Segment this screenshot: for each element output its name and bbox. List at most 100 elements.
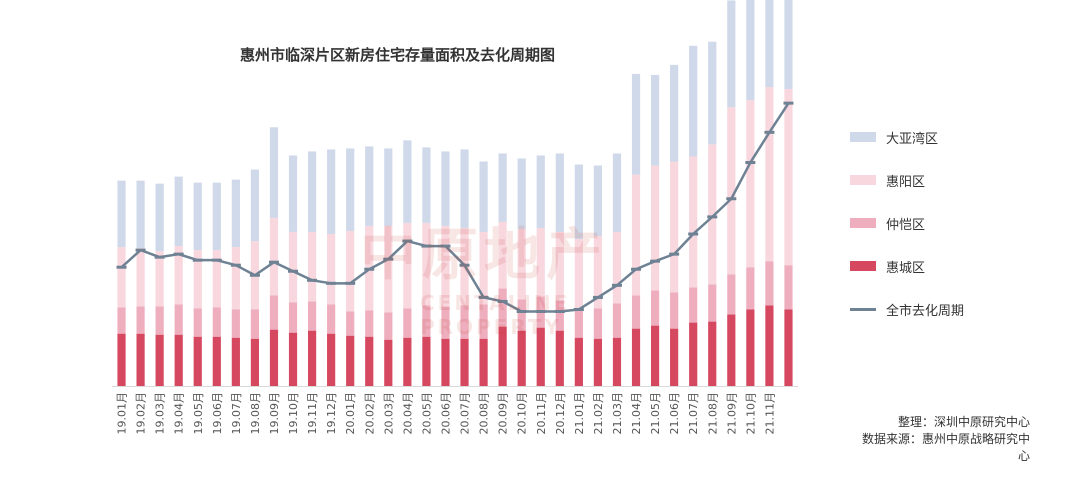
x-tick-label-14: 20.03月 [382, 392, 395, 435]
bar-huicheng-12 [346, 335, 355, 386]
bar-dayawan-1 [136, 180, 145, 249]
bar-huiyang-3 [174, 246, 183, 305]
bar-dayawan-22 [536, 155, 545, 228]
bar-huiyang-14 [384, 225, 393, 313]
x-tick-label-28: 21.05月 [649, 392, 662, 435]
bar-huiyang-12 [346, 230, 355, 312]
bar-dayawan-35 [784, 0, 793, 90]
bar-dayawan-8 [269, 127, 279, 218]
bar-huicheng-14 [384, 339, 393, 386]
x-tick-label-18: 20.07月 [459, 392, 472, 435]
bar-zhongkai-10 [307, 301, 317, 331]
bar-huicheng-19 [479, 338, 488, 386]
bar-huiyang-5 [212, 250, 221, 308]
x-tick-labels: 19.01月 19.02月 19.03月 19.04月 19.05月 19.06月 19.0… [116, 392, 777, 435]
bar-zhongkai-34 [765, 261, 774, 306]
bar-dayawan-12 [346, 148, 355, 231]
bar-dayawan-14 [384, 148, 393, 226]
bar-huicheng-24 [574, 337, 583, 386]
legend-label-cycle: 全市去化周期 [886, 303, 965, 319]
legend-label-zhongkai: 仲恺区 [886, 217, 926, 233]
bar-huiyang-35 [784, 89, 793, 266]
bar-huicheng-32 [727, 314, 736, 386]
x-tick-label-12: 20.01月 [344, 392, 357, 435]
x-tick-label-19: 20.08月 [478, 392, 491, 435]
bar-zhongkai-26 [612, 303, 622, 338]
bar-dayawan-19 [479, 161, 488, 232]
bar-zhongkai-4 [193, 308, 202, 337]
bar-huiyang-19 [479, 231, 488, 305]
bar-dayawan-10 [307, 151, 317, 232]
x-tick-label-22: 20.11月 [535, 392, 548, 435]
bar-zhongkai-15 [403, 308, 412, 338]
bar-dayawan-11 [327, 149, 336, 234]
source-line-1: 整理：深圳中原研究中心 [897, 415, 1030, 429]
bar-dayawan-31 [708, 41, 717, 145]
x-tick-label-34: 21.11月 [763, 392, 776, 435]
bar-zhongkai-16 [422, 305, 431, 337]
legend-swatch-huiyang [850, 175, 876, 185]
x-tick-label-25: 21.02月 [592, 392, 605, 435]
cycle-line [120, 102, 790, 313]
bar-huicheng-10 [307, 330, 317, 386]
x-tick-label-9: 19.10月 [287, 392, 300, 435]
bar-huiyang-17 [441, 225, 450, 307]
bar-huiyang-15 [403, 222, 412, 309]
bar-zhongkai-5 [212, 307, 221, 337]
legend-item-zhongkai: 仲恺区 [850, 216, 1050, 233]
bar-dayawan-17 [441, 151, 450, 226]
bar-dayawan-6 [231, 179, 240, 248]
legend-label-huicheng: 惠城区 [886, 260, 926, 276]
bar-huiyang-10 [307, 231, 317, 302]
bar-huicheng-31 [708, 321, 717, 386]
x-tick-label-17: 20.06月 [439, 392, 452, 435]
bar-huicheng-27 [631, 328, 641, 386]
x-tick-label-13: 20.02月 [363, 392, 376, 435]
bar-huicheng-0 [117, 333, 126, 386]
x-tick-label-23: 20.12月 [554, 392, 567, 435]
bar-huicheng-9 [288, 332, 298, 386]
bar-dayawan-20 [498, 153, 507, 222]
bar-huicheng-16 [422, 336, 431, 386]
bar-huicheng-11 [327, 333, 336, 386]
bar-huiyang-2 [155, 251, 164, 307]
bar-huicheng-34 [765, 305, 774, 386]
x-tick-label-4: 19.05月 [192, 392, 205, 435]
x-tick-label-29: 21.06月 [668, 392, 681, 435]
bar-huiyang-21 [517, 228, 526, 300]
bar-zhongkai-3 [174, 304, 183, 335]
bar-huicheng-21 [517, 330, 526, 386]
x-tick-label-30: 21.07月 [687, 392, 700, 435]
x-tick-label-7: 19.08月 [249, 392, 262, 435]
bar-dayawan-26 [612, 153, 622, 232]
bar-huiyang-34 [765, 87, 774, 262]
legend-swatch-dayawan [850, 132, 876, 142]
bar-zhongkai-30 [689, 287, 698, 323]
bar-huicheng-29 [670, 328, 679, 386]
bar-huicheng-13 [365, 336, 374, 386]
x-tick-label-0: 19.01月 [116, 392, 129, 435]
bar-zhongkai-24 [574, 309, 583, 338]
bar-huiyang-26 [612, 231, 622, 304]
bar-huiyang-1 [136, 248, 145, 307]
bar-huicheng-15 [403, 337, 412, 386]
bar-huicheng-26 [612, 337, 622, 386]
bar-zhongkai-9 [288, 302, 298, 333]
bar-dayawan-30 [689, 45, 698, 157]
bar-dayawan-34 [765, 0, 774, 88]
bar-huicheng-3 [174, 334, 183, 386]
bar-huiyang-8 [269, 217, 279, 296]
bar-dayawan-28 [650, 74, 660, 166]
bar-huicheng-6 [231, 337, 240, 386]
bar-zhongkai-35 [784, 265, 793, 310]
bar-huicheng-20 [498, 326, 507, 386]
bar-huicheng-18 [460, 338, 469, 386]
bar-huicheng-4 [193, 336, 202, 386]
bar-huiyang-31 [708, 144, 717, 285]
bar-dayawan-9 [288, 155, 298, 232]
x-tick-label-33: 21.10月 [744, 392, 757, 435]
legend-item-cycle: 全市去化周期 [850, 302, 1050, 319]
x-tick-label-24: 21.01月 [573, 392, 586, 435]
bar-dayawan-4 [193, 182, 202, 251]
bars-group [117, 0, 793, 386]
